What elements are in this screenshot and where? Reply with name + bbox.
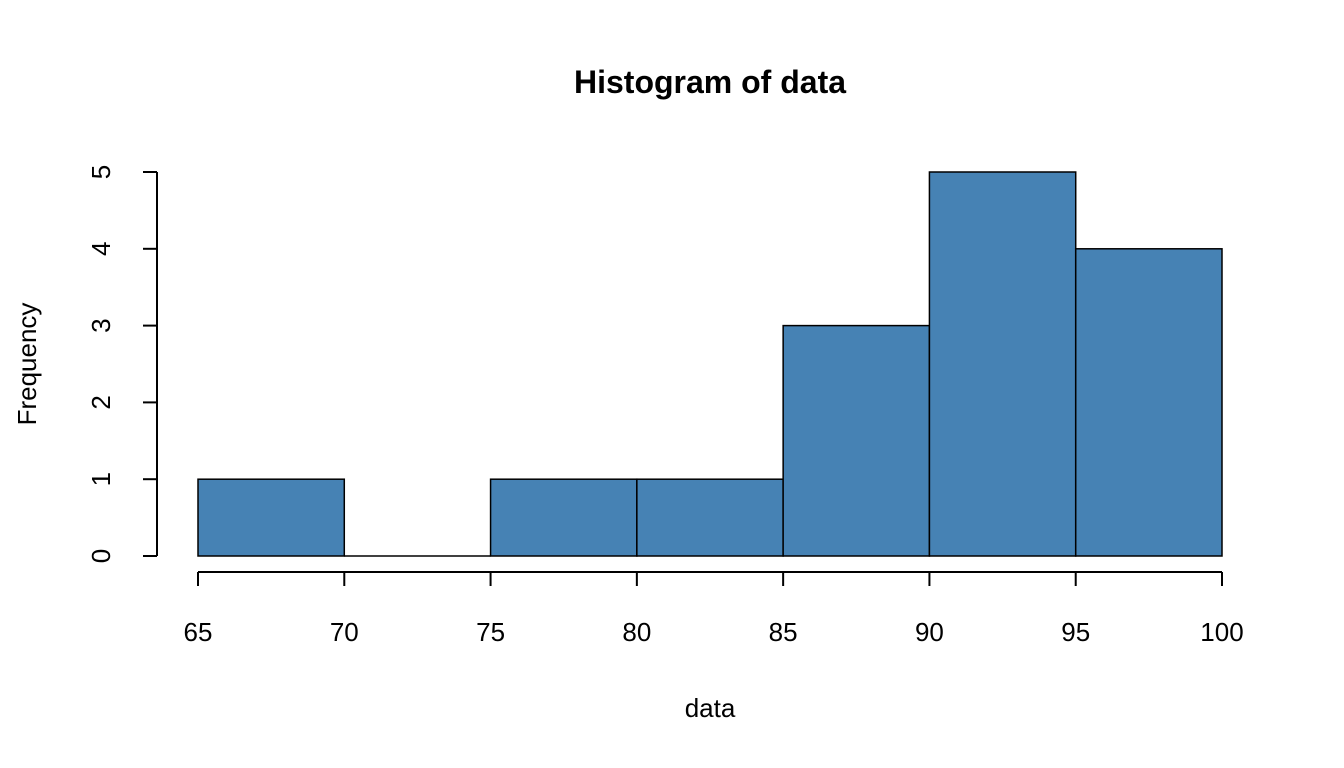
x-tick-label: 80 [622, 617, 651, 647]
histogram-bar-3 [636, 478, 784, 557]
histogram-bar-6 [1074, 248, 1223, 557]
x-axis: 65 70 75 80 85 90 95 100 [184, 571, 1244, 647]
y-axis-label: Frequency [12, 303, 42, 426]
x-tick-label: 95 [1061, 617, 1090, 647]
chart-title: Histogram of data [574, 64, 846, 100]
histogram-bar-2 [489, 478, 638, 557]
y-tick-label: 3 [86, 318, 116, 332]
histogram-bar-0 [197, 478, 346, 557]
x-axis-label: data [685, 693, 736, 723]
histogram-bar-4 [782, 324, 931, 557]
bars-group [197, 171, 1223, 557]
y-tick-label: 4 [86, 242, 116, 256]
y-tick-label: 5 [86, 165, 116, 179]
y-tick-label: 0 [86, 549, 116, 563]
x-tick-label: 65 [184, 617, 213, 647]
x-tick-label: 75 [476, 617, 505, 647]
y-tick-label: 1 [86, 472, 116, 486]
x-tick-label: 70 [330, 617, 359, 647]
y-axis: 0 1 2 3 4 5 [86, 165, 158, 563]
y-tick-label: 2 [86, 395, 116, 409]
x-tick-label: 90 [915, 617, 944, 647]
histogram-bar-5 [928, 171, 1077, 557]
x-tick-label: 100 [1200, 617, 1243, 647]
x-tick-label: 85 [769, 617, 798, 647]
